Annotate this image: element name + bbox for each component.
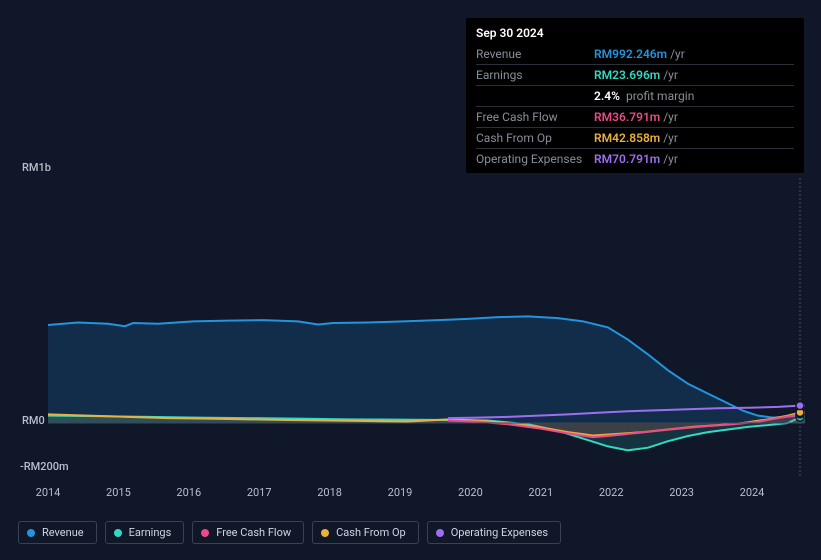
legend-item[interactable]: Operating Expenses bbox=[427, 521, 561, 544]
data-tooltip: Sep 30 2024 RevenueRM992.246m/yrEarnings… bbox=[466, 18, 804, 173]
legend-item[interactable]: Revenue bbox=[18, 521, 97, 544]
x-axis-tick: 2016 bbox=[176, 486, 201, 499]
tooltip-row: RevenueRM992.246m/yr bbox=[476, 44, 794, 65]
legend-label: Revenue bbox=[42, 526, 84, 539]
tooltip-value: RM36.791m bbox=[594, 110, 660, 124]
x-axis-tick: 2014 bbox=[36, 486, 61, 499]
tooltip-label: Operating Expenses bbox=[476, 150, 594, 168]
legend-item[interactable]: Free Cash Flow bbox=[192, 521, 304, 544]
tooltip-label: Cash From Op bbox=[476, 129, 594, 147]
legend-label: Earnings bbox=[129, 526, 172, 539]
tooltip-row: Operating ExpensesRM70.791m/yr bbox=[476, 149, 794, 169]
legend-dot-icon bbox=[114, 529, 122, 537]
legend-label: Operating Expenses bbox=[451, 526, 548, 539]
x-axis-tick: 2022 bbox=[599, 486, 624, 499]
tooltip-label: Revenue bbox=[476, 45, 594, 63]
cursor-dot-operating-expenses bbox=[796, 402, 804, 410]
legend-label: Free Cash Flow bbox=[216, 526, 291, 539]
chart-legend: Revenue Earnings Free Cash Flow Cash From O… bbox=[18, 521, 561, 544]
legend-label: Cash From Op bbox=[336, 526, 406, 539]
legend-dot-icon bbox=[436, 529, 444, 537]
tooltip-row: 2.4% profit margin bbox=[476, 86, 794, 107]
tooltip-unit: /yr bbox=[663, 152, 678, 166]
x-axis-tick: 2019 bbox=[388, 486, 413, 499]
x-axis-tick: 2015 bbox=[106, 486, 131, 499]
tooltip-margin-label: profit margin bbox=[623, 89, 694, 103]
x-axis-tick: 2023 bbox=[669, 486, 694, 499]
chart-plot[interactable] bbox=[18, 178, 805, 478]
tooltip-margin-pct: 2.4% bbox=[594, 89, 620, 103]
tooltip-row: Cash From OpRM42.858m/yr bbox=[476, 128, 794, 149]
tooltip-value: RM23.696m bbox=[594, 68, 660, 82]
x-axis-tick: 2024 bbox=[740, 486, 765, 499]
revenue-area bbox=[48, 316, 805, 423]
x-axis-tick: 2020 bbox=[458, 486, 483, 499]
tooltip-unit: /yr bbox=[670, 47, 685, 61]
legend-dot-icon bbox=[321, 529, 329, 537]
tooltip-value: RM70.791m bbox=[594, 152, 660, 166]
legend-dot-icon bbox=[27, 529, 35, 537]
tooltip-unit: /yr bbox=[663, 110, 678, 124]
legend-dot-icon bbox=[201, 529, 209, 537]
tooltip-row: Free Cash FlowRM36.791m/yr bbox=[476, 107, 794, 128]
tooltip-value: RM992.246m bbox=[594, 47, 667, 61]
legend-item[interactable]: Cash From Op bbox=[312, 521, 419, 544]
tooltip-label: Earnings bbox=[476, 66, 594, 84]
x-axis-tick: 2017 bbox=[247, 486, 272, 499]
tooltip-label: Free Cash Flow bbox=[476, 108, 594, 126]
legend-item[interactable]: Earnings bbox=[105, 521, 185, 544]
tooltip-unit: /yr bbox=[663, 131, 678, 145]
y-axis-label: RM1b bbox=[22, 161, 51, 174]
x-axis-tick: 2021 bbox=[528, 486, 553, 499]
tooltip-value: RM42.858m bbox=[594, 131, 660, 145]
tooltip-unit: /yr bbox=[663, 68, 678, 82]
tooltip-date: Sep 30 2024 bbox=[476, 24, 794, 42]
x-axis-tick: 2018 bbox=[317, 486, 342, 499]
tooltip-row: EarningsRM23.696m/yr bbox=[476, 65, 794, 86]
